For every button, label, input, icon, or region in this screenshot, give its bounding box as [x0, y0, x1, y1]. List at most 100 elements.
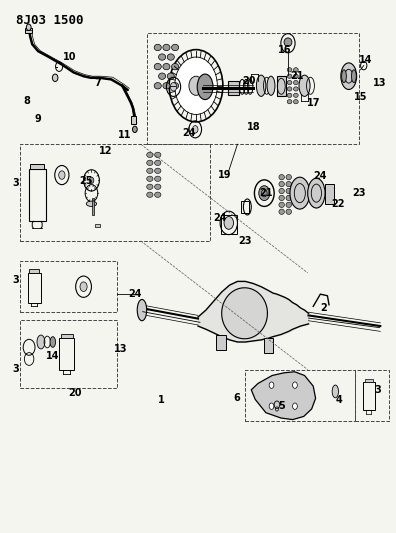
Ellipse shape [279, 181, 284, 187]
Bar [263, 338, 273, 353]
Ellipse shape [154, 152, 161, 158]
Ellipse shape [332, 385, 339, 398]
Text: 1: 1 [158, 395, 165, 406]
Circle shape [293, 403, 297, 409]
Ellipse shape [171, 63, 179, 70]
Text: 11: 11 [118, 130, 132, 140]
Text: 8J03 1500: 8J03 1500 [17, 14, 84, 27]
Circle shape [224, 216, 234, 229]
Ellipse shape [171, 83, 179, 89]
Circle shape [80, 282, 87, 292]
Circle shape [89, 177, 94, 183]
Text: 12: 12 [99, 146, 112, 156]
Ellipse shape [290, 177, 310, 209]
Text: 14: 14 [46, 351, 59, 361]
Ellipse shape [163, 63, 170, 70]
Text: 5: 5 [278, 401, 285, 411]
Text: 24: 24 [183, 127, 196, 138]
Circle shape [27, 24, 31, 30]
Ellipse shape [286, 209, 291, 214]
Ellipse shape [158, 73, 166, 79]
Ellipse shape [189, 76, 203, 95]
Bar [95, 224, 100, 227]
Ellipse shape [286, 188, 291, 193]
Ellipse shape [175, 57, 217, 115]
Ellipse shape [167, 73, 174, 79]
Bar [221, 215, 237, 233]
Text: 8: 8 [23, 95, 30, 106]
Text: 3: 3 [374, 385, 381, 395]
Text: 19: 19 [218, 170, 232, 180]
Ellipse shape [86, 201, 97, 206]
Ellipse shape [197, 74, 213, 100]
Ellipse shape [279, 202, 284, 207]
Ellipse shape [154, 63, 161, 70]
Text: 13: 13 [373, 78, 386, 88]
Ellipse shape [163, 44, 170, 51]
Text: 4: 4 [336, 395, 343, 406]
Ellipse shape [154, 192, 161, 197]
Bar [131, 116, 136, 124]
Bar [147, 33, 359, 144]
Ellipse shape [154, 83, 161, 89]
Ellipse shape [287, 80, 292, 85]
Circle shape [269, 403, 274, 409]
Text: 20: 20 [242, 77, 256, 86]
Circle shape [52, 74, 58, 82]
Text: 14: 14 [359, 55, 373, 65]
Ellipse shape [158, 54, 166, 60]
Ellipse shape [147, 184, 153, 189]
Ellipse shape [293, 93, 298, 98]
Circle shape [269, 382, 274, 389]
Ellipse shape [287, 74, 292, 78]
Bar [59, 338, 74, 370]
Ellipse shape [279, 174, 284, 180]
Circle shape [274, 401, 280, 408]
Ellipse shape [147, 176, 153, 181]
Text: 22: 22 [331, 199, 345, 209]
Ellipse shape [154, 44, 161, 51]
Ellipse shape [154, 176, 161, 181]
Bar [30, 164, 44, 169]
Ellipse shape [279, 195, 284, 200]
Ellipse shape [352, 70, 356, 83]
Bar [20, 144, 210, 241]
Polygon shape [251, 372, 316, 419]
Text: 25: 25 [79, 176, 92, 187]
Bar [61, 334, 72, 338]
Ellipse shape [171, 44, 179, 51]
Ellipse shape [299, 75, 310, 96]
Bar [29, 169, 46, 221]
Text: 3: 3 [12, 364, 19, 374]
Text: 15: 15 [354, 92, 367, 102]
Text: 24: 24 [128, 289, 142, 299]
Text: 6: 6 [233, 393, 240, 403]
Ellipse shape [154, 168, 161, 173]
Text: 3: 3 [12, 177, 19, 188]
Ellipse shape [154, 184, 161, 189]
Ellipse shape [286, 181, 291, 187]
Circle shape [259, 185, 270, 200]
Ellipse shape [147, 168, 153, 173]
Ellipse shape [279, 209, 284, 214]
Ellipse shape [341, 63, 357, 90]
Ellipse shape [163, 83, 170, 89]
Polygon shape [222, 288, 267, 339]
Text: 13: 13 [114, 344, 128, 354]
Text: 10: 10 [63, 52, 76, 61]
Text: 23: 23 [352, 188, 366, 198]
Circle shape [293, 382, 297, 389]
Text: 9: 9 [35, 114, 42, 124]
Bar [25, 28, 32, 33]
Circle shape [133, 126, 137, 133]
Bar [365, 378, 373, 382]
Bar [245, 370, 355, 421]
Bar [20, 261, 117, 312]
Ellipse shape [167, 54, 174, 60]
Ellipse shape [147, 152, 153, 158]
Ellipse shape [308, 178, 325, 208]
Ellipse shape [50, 337, 55, 348]
Text: 3: 3 [12, 275, 19, 285]
Ellipse shape [293, 80, 298, 85]
Text: 17: 17 [307, 98, 320, 108]
